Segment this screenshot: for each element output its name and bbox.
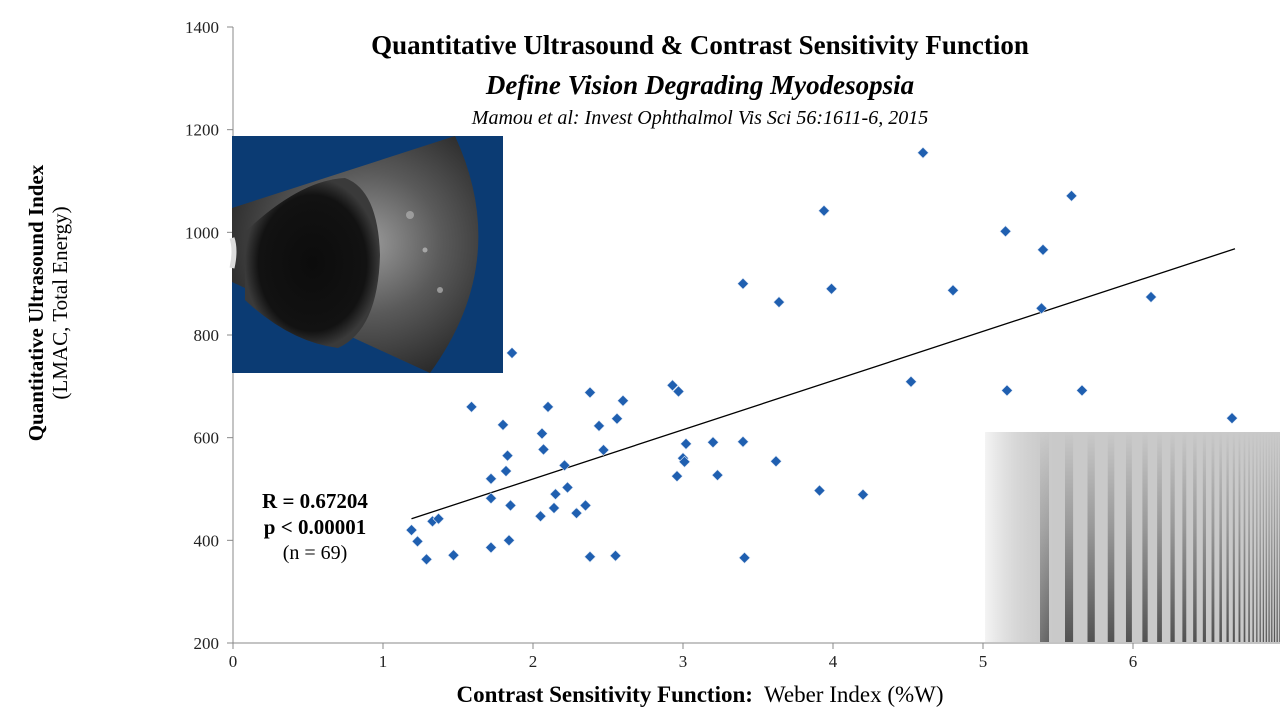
data-point [1076,384,1088,397]
data-point [770,455,782,468]
ultrasound-scan-image [229,136,503,373]
y-tick-label: 1200 [185,121,219,140]
data-point [537,443,550,456]
data-point [534,510,547,523]
data-point [672,385,685,398]
data-point [905,375,917,388]
y-axis-ticks: 200 400 600 800 1000 1200 1400 [185,18,233,653]
data-point [506,347,518,359]
x-tick-label: 0 [229,652,238,671]
data-point [558,459,571,472]
regression-line [411,248,1236,520]
data-point [504,499,517,512]
data-point [666,379,679,392]
data-point [432,512,445,525]
data-point [813,484,826,497]
data-point [947,284,959,297]
data-point [1065,189,1078,202]
data-point [548,502,560,514]
data-points [405,146,1238,566]
data-point [917,146,929,159]
data-point [485,541,497,554]
data-point [1035,302,1048,315]
data-point [999,225,1012,238]
data-point [737,277,749,290]
data-point [738,551,751,564]
data-point [711,469,724,482]
data-point [561,481,574,494]
data-point [485,472,497,485]
data-point [609,549,622,562]
data-point [825,282,838,295]
data-point [584,550,596,563]
data-point [1226,412,1238,425]
data-point [485,492,497,505]
y-tick-label: 200 [194,634,220,653]
data-point [501,449,514,462]
data-point [678,455,691,468]
data-point [584,386,596,399]
y-tick-label: 1400 [185,18,219,37]
x-tick-label: 2 [529,652,538,671]
trendline [411,248,1236,520]
data-point [671,470,683,483]
y-tick-label: 400 [194,531,220,550]
x-tick-label: 4 [829,652,838,671]
x-tick-label: 5 [979,652,988,671]
data-point [773,296,785,309]
data-point [1037,243,1049,256]
x-tick-label: 6 [1129,652,1138,671]
data-point [542,400,554,413]
data-point [411,535,424,548]
y-tick-label: 600 [194,429,220,448]
data-point [680,437,692,450]
data-point [500,465,512,477]
data-point [857,488,869,501]
data-point [447,549,460,562]
data-point [579,499,592,512]
data-point [597,444,610,456]
data-point [497,418,509,431]
data-point [536,427,548,440]
data-point [503,534,515,547]
x-axis-ticks: 0 1 2 3 4 5 6 [229,643,1138,671]
contrast-sensitivity-grating-image [985,432,1280,642]
data-point [617,394,629,407]
data-point [737,435,749,448]
data-point [1001,384,1013,397]
data-point [818,204,830,217]
data-point [593,419,605,432]
data-point [570,507,583,520]
x-tick-label: 1 [379,652,388,671]
data-point [1145,291,1157,303]
y-tick-label: 800 [194,326,220,345]
data-point [707,436,719,449]
data-point [465,400,478,413]
x-tick-label: 3 [679,652,688,671]
data-point [420,553,433,566]
data-point [405,524,418,536]
data-point [549,488,562,501]
y-tick-label: 1000 [185,223,219,242]
data-point [611,412,623,425]
